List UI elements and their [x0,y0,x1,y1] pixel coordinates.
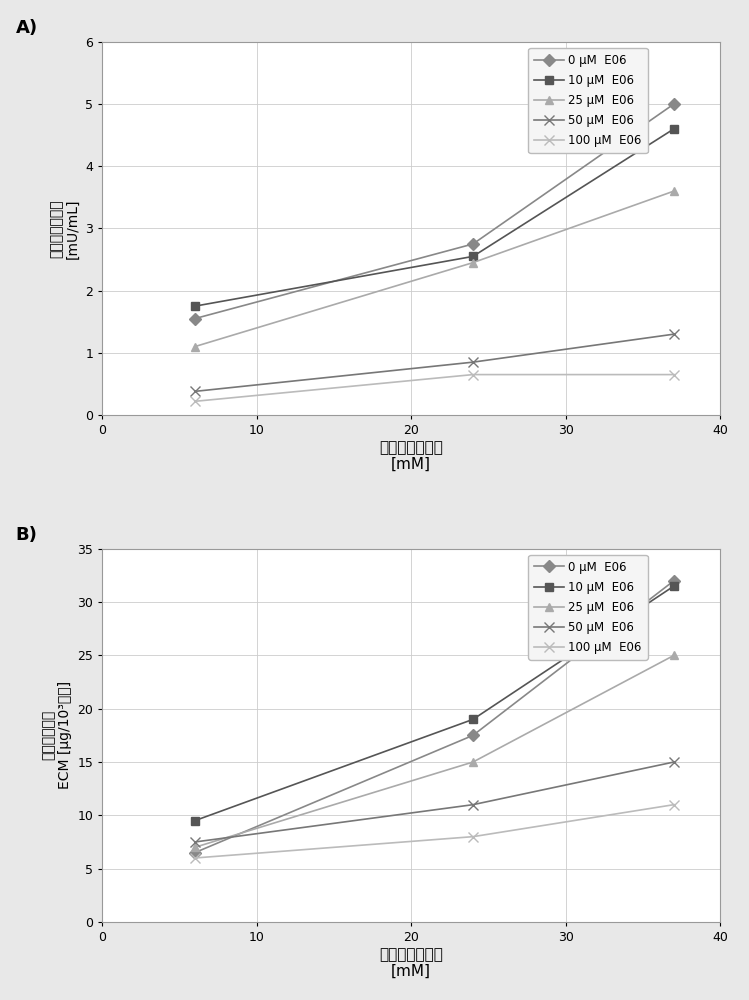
Line: 100 μM  E06: 100 μM E06 [190,370,679,406]
10 μM  E06 [670,123,679,135]
0 μM  E06 [670,98,679,110]
10 μM  E06 [190,815,199,827]
100 μM  E06 [468,831,477,843]
50 μM  E06 [190,836,199,848]
10 μM  E06 [190,300,199,312]
X-axis label: 中位葡萄糖浓度
[mM]: 中位葡萄糖浓度 [mM] [379,440,443,472]
50 μM  E06 [670,756,679,768]
50 μM  E06 [190,385,199,397]
Line: 50 μM  E06: 50 μM E06 [190,329,679,396]
100 μM  E06 [190,395,199,407]
0 μM  E06 [190,847,199,859]
100 μM  E06 [670,369,679,381]
10 μM  E06 [468,713,477,725]
Line: 0 μM  E06: 0 μM E06 [191,577,678,857]
Line: 100 μM  E06: 100 μM E06 [190,800,679,863]
25 μM  E06 [670,185,679,197]
Line: 25 μM  E06: 25 μM E06 [191,651,678,851]
25 μM  E06 [190,341,199,353]
X-axis label: 中位葡萄糖浓度
[mM]: 中位葡萄糖浓度 [mM] [379,947,443,979]
50 μM  E06 [468,799,477,811]
50 μM  E06 [468,356,477,368]
100 μM  E06 [468,369,477,381]
Legend: 0 μM  E06, 10 μM  E06, 25 μM  E06, 50 μM  E06, 100 μM  E06: 0 μM E06, 10 μM E06, 25 μM E06, 50 μM E0… [528,555,648,660]
50 μM  E06 [670,328,679,340]
Line: 25 μM  E06: 25 μM E06 [191,187,678,351]
10 μM  E06 [468,250,477,262]
25 μM  E06 [670,649,679,661]
25 μM  E06 [190,841,199,853]
Line: 50 μM  E06: 50 μM E06 [190,757,679,847]
Text: A): A) [16,19,37,37]
100 μM  E06 [670,799,679,811]
Line: 10 μM  E06: 10 μM E06 [191,582,678,825]
0 μM  E06 [468,238,477,250]
25 μM  E06 [468,756,477,768]
Legend: 0 μM  E06, 10 μM  E06, 25 μM  E06, 50 μM  E06, 100 μM  E06: 0 μM E06, 10 μM E06, 25 μM E06, 50 μM E0… [528,48,648,153]
Line: 0 μM  E06: 0 μM E06 [191,100,678,323]
100 μM  E06 [190,852,199,864]
0 μM  E06 [468,729,477,741]
10 μM  E06 [670,580,679,592]
0 μM  E06 [670,575,679,587]
Line: 10 μM  E06: 10 μM E06 [191,125,678,310]
0 μM  E06 [190,313,199,325]
Text: B): B) [16,526,37,544]
Y-axis label: 转谷氨酰胺活性
[mU/mL]: 转谷氨酰胺活性 [mU/mL] [49,198,79,259]
Y-axis label: 胞外基质蛋白
ECM [μg/10³细胞]: 胞外基质蛋白 ECM [μg/10³细胞] [41,681,72,789]
25 μM  E06 [468,257,477,269]
